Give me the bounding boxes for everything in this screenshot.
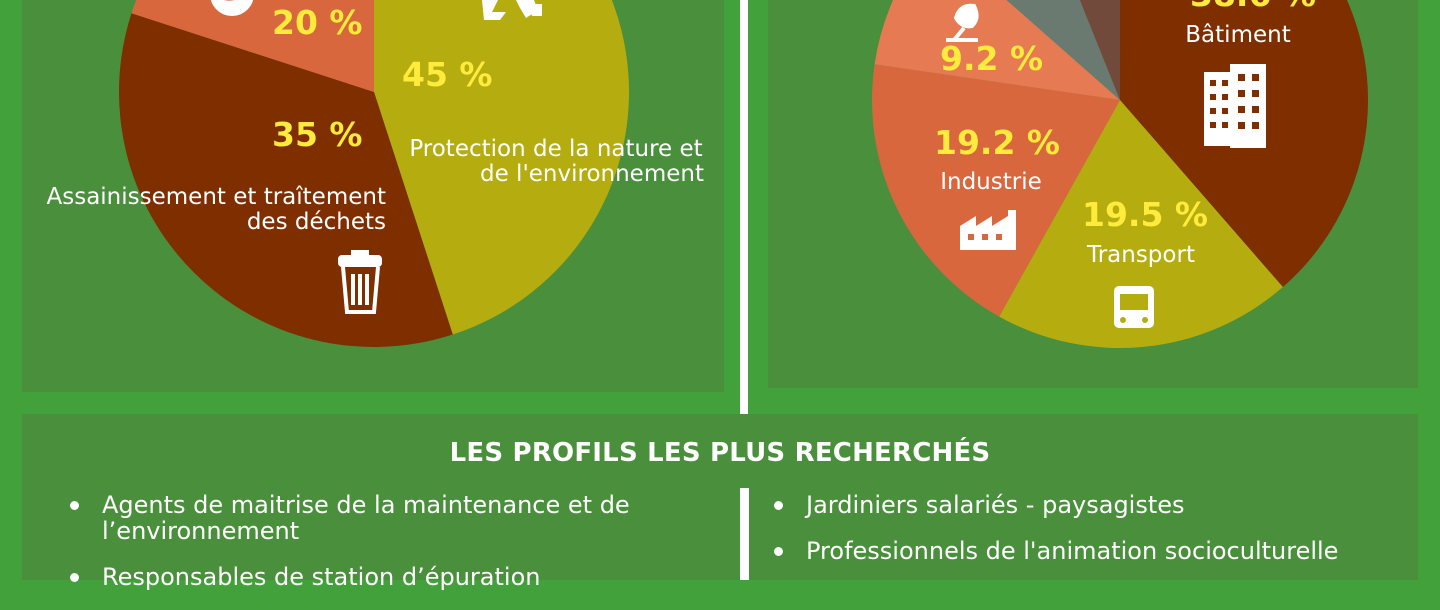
list-divider: [740, 488, 749, 580]
factory-icon: [960, 210, 1016, 250]
pie2-slice-1: [999, 100, 1283, 348]
pie-chart-right: 38.6 % Bâtiment 9.2 % 19.2 % Industrie 1…: [872, 0, 1368, 348]
pie1-value-20: 20 %: [272, 3, 362, 42]
pie-panel-right: 38.6 % Bâtiment 9.2 % 19.2 % Industrie 1…: [768, 0, 1418, 388]
pie2-slice-2: [872, 64, 1120, 317]
pie1-value-45: 45 %: [402, 55, 492, 94]
list-item: Professionnels de l'animation sociocultu…: [774, 538, 1414, 564]
pie1-slice-0: [374, 0, 629, 335]
center-divider: [740, 0, 748, 414]
profiles-list-left: Agents de maitrise de la maintenance et …: [70, 492, 710, 610]
recycle-icon: [482, 0, 542, 20]
pie2-value-transport: 19.5 %: [1082, 195, 1208, 234]
pie2-value-batiment: 38.6 %: [1190, 0, 1316, 14]
pie2-label-transport: Transport: [1086, 242, 1195, 268]
pie1-slice-2: [131, 0, 374, 92]
bus-icon: [1114, 286, 1154, 328]
pie2-value-9-2: 9.2 %: [940, 39, 1043, 78]
pie1-value-35: 35 %: [272, 115, 362, 154]
pie2-slice-5: [1079, 0, 1120, 100]
pie2-label-industrie: Industrie: [940, 169, 1042, 195]
profiles-panel: LES PROFILS LES PLUS RECHERCHÉS Agents d…: [22, 414, 1418, 590]
pie1-label-dechets-line1: Assainissement et traîtement: [47, 184, 387, 210]
list-item: Jardiniers salariés - paysagistes: [774, 492, 1414, 518]
pie1-label-dechets-line2: des déchets: [247, 209, 386, 235]
pie1-label-nature-line1: Protection de la nature et: [409, 136, 702, 162]
pie-chart-left: 20 % 45 % 35 % Protection de la nature e…: [47, 0, 704, 348]
pie2-slice-4: [1006, 0, 1120, 100]
pie1-label-nature-line2: de l'environnement: [480, 161, 704, 187]
pie2-slice-3: [874, 0, 1120, 100]
leaf-icon: [210, 0, 254, 16]
pie2-label-batiment: Bâtiment: [1185, 22, 1290, 48]
pie-panel-left: 20 % 45 % 35 % Protection de la nature e…: [22, 0, 724, 392]
building-icon: [1204, 64, 1266, 148]
list-item: Responsables de station d’épuration: [70, 564, 710, 590]
pie2-value-industrie: 19.2 %: [934, 123, 1060, 162]
profiles-title: LES PROFILS LES PLUS RECHERCHÉS: [449, 438, 991, 468]
lamp-icon: [946, 3, 979, 42]
trash-icon: [338, 250, 382, 314]
profiles-list-right: Jardiniers salariés - paysagistes Profes…: [774, 492, 1414, 584]
list-item: Agents de maitrise de la maintenance et …: [70, 492, 710, 544]
